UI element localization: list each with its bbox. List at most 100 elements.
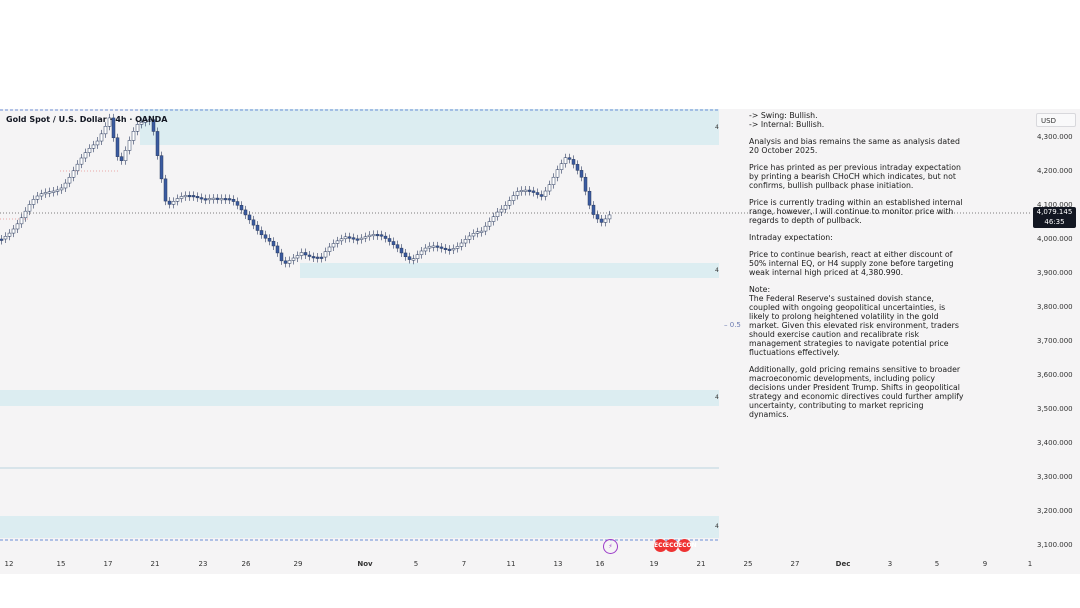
price-tick: 3,300.000: [1037, 473, 1073, 481]
candle: [183, 195, 188, 198]
candle: [135, 124, 140, 132]
price-axis[interactable]: [1032, 109, 1080, 574]
candle: [83, 152, 88, 159]
candle: [463, 239, 468, 244]
date-tick: 21: [150, 560, 160, 568]
candlestick-series: [0, 113, 612, 268]
candle: [255, 224, 260, 231]
candle: [295, 255, 300, 259]
candle: [371, 234, 376, 237]
candle: [467, 235, 472, 240]
candle: [287, 260, 292, 264]
candle: [163, 178, 168, 202]
candle: [599, 218, 604, 223]
candle: [335, 240, 340, 244]
symbol-title[interactable]: Gold Spot / U.S. Dollar · 4h · OANDA: [6, 115, 168, 124]
candle: [367, 234, 372, 237]
candle: [539, 194, 544, 197]
bar-countdown: 46:35: [1044, 218, 1065, 226]
chart-plot[interactable]: [0, 109, 1032, 574]
candle: [131, 131, 136, 141]
date-tick: 19: [649, 560, 659, 568]
candle: [99, 133, 104, 142]
price-tick: 4,000.000: [1037, 235, 1073, 243]
candle: [127, 140, 132, 151]
candle: [555, 169, 560, 178]
price-tick: 3,200.000: [1037, 507, 1073, 515]
candle: [331, 243, 336, 248]
candle: [547, 184, 552, 192]
date-tick: 29: [293, 560, 303, 568]
candle: [67, 176, 72, 184]
candle: [235, 201, 240, 206]
date-tick: Nov: [357, 560, 373, 568]
candle: [79, 157, 84, 165]
candle: [27, 204, 32, 212]
candle: [207, 198, 212, 201]
currency-label[interactable]: USD: [1036, 113, 1076, 127]
price-tick: 3,400.000: [1037, 439, 1073, 447]
analysis-note: Note: The Federal Reserve's sustained do…: [749, 285, 959, 357]
candle: [603, 218, 608, 223]
candle: [75, 163, 80, 172]
price-tick: 3,600.000: [1037, 371, 1073, 379]
candle: [155, 131, 160, 156]
analysis-paragraph: Price to continue bearish, react at eith…: [749, 250, 954, 277]
price-tick: 3,100.000: [1037, 541, 1073, 549]
candle: [515, 191, 520, 196]
candle: [339, 238, 344, 242]
candle: [227, 198, 232, 201]
candle: [571, 159, 576, 165]
candle: [167, 200, 172, 205]
chart-frame[interactable]: Gold Spot / U.S. Dollar · 4h · OANDA -> …: [0, 109, 1080, 574]
candle: [147, 119, 152, 122]
date-tick: 3: [887, 560, 893, 568]
date-tick: 9: [982, 560, 988, 568]
candle: [311, 256, 316, 259]
date-axis[interactable]: 12 15 17 21 23 26 29 Nov 5 7 11 13 16 19 21 25 27 Dec 3 5 9 1: [0, 558, 1080, 572]
candle: [139, 121, 144, 125]
analysis-paragraph: Additionally, gold pricing remains sensi…: [749, 365, 964, 419]
candle: [0, 238, 4, 241]
flash-icon[interactable]: ⚡: [603, 539, 618, 554]
candle: [283, 260, 288, 264]
candle: [431, 245, 436, 248]
candle: [415, 254, 420, 259]
candle: [455, 246, 460, 249]
zone-label: 4: [715, 394, 719, 401]
candle: [87, 148, 92, 153]
candle: [403, 252, 408, 257]
analysis-text-box[interactable]: -> Swing: Bullish. -> Internal: Bullish.…: [749, 111, 964, 427]
candle: [503, 205, 508, 210]
candle: [591, 204, 596, 215]
candle: [531, 190, 536, 193]
candle: [39, 193, 44, 197]
analysis-paragraph: Price has printed as per previous intrad…: [749, 163, 961, 190]
candle: [567, 157, 572, 160]
econ-event-icon[interactable]: ECON: [654, 539, 673, 552]
econ-event-icon[interactable]: ECON: [665, 539, 684, 552]
candle: [587, 190, 592, 206]
candle: [251, 219, 256, 226]
date-tick: 5: [934, 560, 940, 568]
analysis-paragraph: Price is currently trading within an est…: [749, 198, 963, 225]
candle: [223, 198, 228, 201]
zone-label: 4: [715, 267, 719, 274]
candle: [579, 170, 584, 178]
candle: [59, 187, 64, 191]
candle: [471, 233, 476, 237]
candle: [71, 170, 76, 178]
date-tick: Dec: [835, 560, 851, 568]
candle: [507, 200, 512, 206]
candle: [23, 210, 28, 219]
econ-event-icon[interactable]: ECON: [678, 539, 697, 552]
candle: [551, 176, 556, 185]
candle: [419, 250, 424, 255]
candle: [187, 195, 192, 198]
demand-zone-bottom: [0, 516, 719, 538]
candle: [363, 236, 368, 239]
candle: [47, 191, 52, 194]
candle: [259, 230, 264, 236]
candle: [391, 241, 396, 245]
date-tick: 21: [696, 560, 706, 568]
